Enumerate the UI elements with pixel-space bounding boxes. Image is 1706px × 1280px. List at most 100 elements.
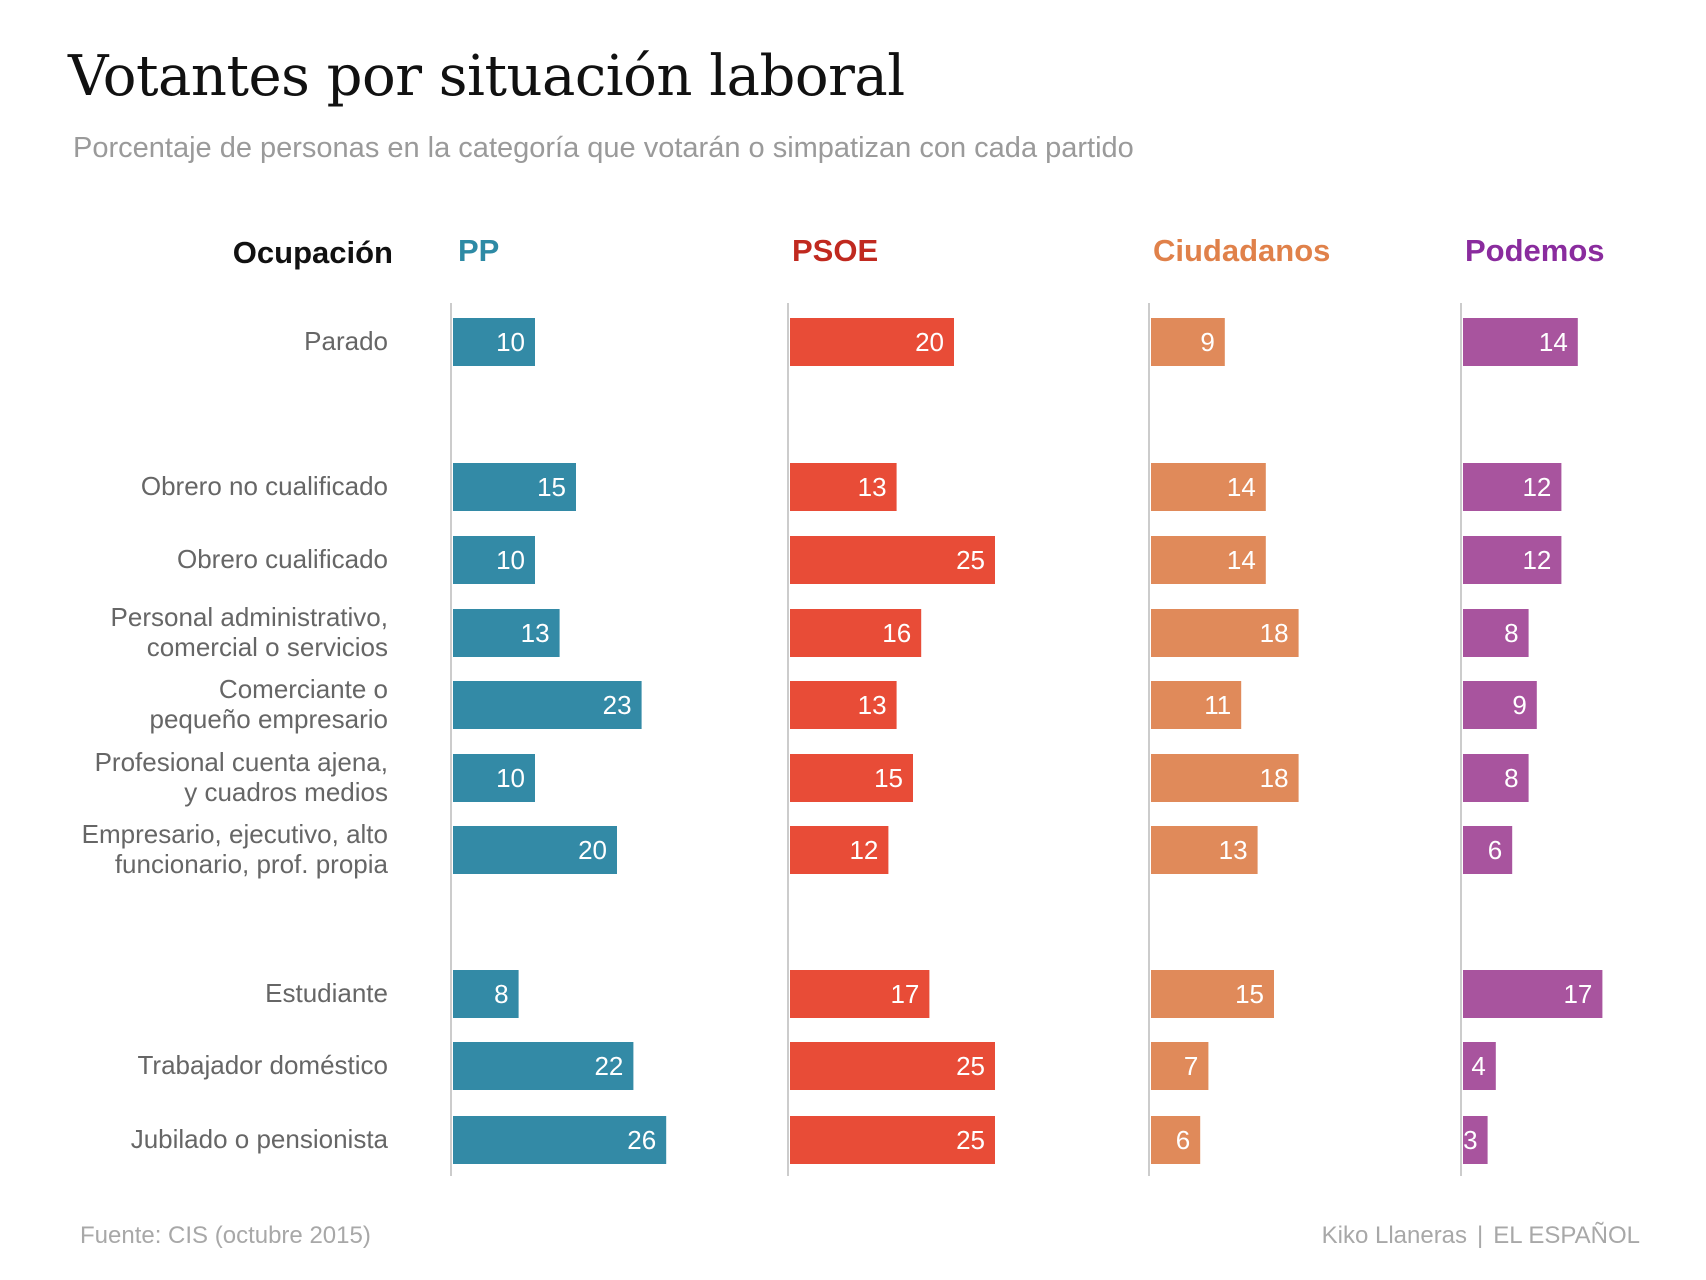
bar xyxy=(453,826,617,874)
bar xyxy=(1151,463,1266,511)
data-label: 6 xyxy=(1176,1125,1190,1155)
bar xyxy=(790,681,897,729)
data-label: 13 xyxy=(858,690,887,720)
row-label: comercial o servicios xyxy=(147,632,388,662)
series-header-podemos: Podemos xyxy=(1465,233,1605,268)
bar xyxy=(790,609,922,657)
bar xyxy=(790,754,913,802)
data-label: 6 xyxy=(1488,835,1502,865)
data-label: 10 xyxy=(496,545,525,575)
bar xyxy=(790,1116,995,1164)
data-label: 9 xyxy=(1200,327,1214,357)
series-header-ciudadanos: Ciudadanos xyxy=(1153,233,1330,268)
bar xyxy=(1463,681,1537,729)
bar xyxy=(1151,536,1266,584)
row-label: Jubilado o pensionista xyxy=(131,1124,389,1154)
author-credit: Kiko Llaneras xyxy=(1321,1222,1468,1249)
bar xyxy=(790,826,889,874)
series-header-pp: PP xyxy=(458,233,499,268)
row-label: Profesional cuenta ajena, xyxy=(95,747,388,777)
bar xyxy=(1463,1042,1496,1090)
data-label: 12 xyxy=(1522,545,1551,575)
bar xyxy=(790,1042,995,1090)
row-label: Obrero no cualificado xyxy=(141,471,388,501)
data-label: 7 xyxy=(1184,1051,1198,1081)
row-label: Empresario, ejecutivo, alto xyxy=(82,819,388,849)
data-label: 9 xyxy=(1512,690,1526,720)
data-label: 20 xyxy=(578,835,607,865)
data-label: 14 xyxy=(1227,545,1256,575)
row-label: Parado xyxy=(304,326,388,356)
data-label: 17 xyxy=(890,979,919,1009)
chart-subtitle: Porcentaje de personas en la categoría q… xyxy=(73,132,1134,164)
bar xyxy=(1463,536,1562,584)
data-label: 25 xyxy=(956,545,985,575)
bar xyxy=(1463,826,1513,874)
data-label: 15 xyxy=(537,472,566,502)
bar xyxy=(1151,754,1299,802)
data-label: 18 xyxy=(1260,763,1289,793)
series-header-psoe: PSOE xyxy=(792,233,878,268)
bar xyxy=(1151,970,1274,1018)
data-label: 16 xyxy=(882,618,911,648)
bar xyxy=(1151,318,1225,366)
data-label: 17 xyxy=(1563,979,1592,1009)
bar xyxy=(453,536,535,584)
data-label: 8 xyxy=(1504,763,1518,793)
data-label: 3 xyxy=(1463,1125,1477,1155)
bar xyxy=(453,318,535,366)
data-label: 14 xyxy=(1227,472,1256,502)
bar xyxy=(453,754,535,802)
bar xyxy=(790,970,930,1018)
bar xyxy=(1463,318,1578,366)
data-label: 10 xyxy=(496,327,525,357)
bar xyxy=(453,681,642,729)
data-label: 13 xyxy=(858,472,887,502)
data-label: 8 xyxy=(1504,618,1518,648)
credits: Kiko Llaneras | EL ESPAÑOL xyxy=(1322,1222,1640,1250)
data-label: 11 xyxy=(1204,690,1231,720)
row-label: funcionario, prof. propia xyxy=(115,849,389,879)
data-label: 10 xyxy=(496,763,525,793)
data-label: 15 xyxy=(1235,979,1264,1009)
source-note: Fuente: CIS (octubre 2015) xyxy=(80,1222,371,1249)
bar xyxy=(1151,826,1258,874)
row-label: pequeño empresario xyxy=(150,704,389,734)
row-label: Comerciante o xyxy=(219,674,388,704)
data-label: 15 xyxy=(874,763,903,793)
publisher-credit: EL ESPAÑOL xyxy=(1493,1222,1640,1249)
bar xyxy=(453,609,560,657)
bar xyxy=(1151,681,1242,729)
bar xyxy=(1463,1116,1488,1164)
data-label: 13 xyxy=(1219,835,1248,865)
row-label: Obrero cualificado xyxy=(177,544,388,574)
bar xyxy=(453,1116,667,1164)
bar xyxy=(1463,609,1529,657)
data-label: 12 xyxy=(849,835,878,865)
data-label: 14 xyxy=(1539,327,1568,357)
credit-separator: | xyxy=(1477,1222,1484,1249)
data-label: 25 xyxy=(956,1051,985,1081)
bar xyxy=(790,463,897,511)
data-label: 20 xyxy=(915,327,944,357)
bar xyxy=(453,970,519,1018)
data-label: 4 xyxy=(1471,1051,1485,1081)
category-header: Ocupación xyxy=(233,235,393,270)
bar xyxy=(1151,1042,1209,1090)
data-label: 26 xyxy=(627,1125,656,1155)
bar xyxy=(1463,463,1562,511)
row-label: y cuadros medios xyxy=(184,777,388,807)
bar xyxy=(790,536,995,584)
bar xyxy=(453,463,576,511)
bar xyxy=(790,318,954,366)
data-label: 12 xyxy=(1522,472,1551,502)
bar xyxy=(1151,1116,1201,1164)
bar xyxy=(1151,609,1299,657)
row-label: Estudiante xyxy=(265,978,388,1008)
data-label: 8 xyxy=(494,979,508,1009)
chart-title: Votantes por situación laboral xyxy=(68,44,905,109)
bar xyxy=(1463,970,1603,1018)
data-label: 23 xyxy=(603,690,632,720)
data-label: 13 xyxy=(521,618,550,648)
